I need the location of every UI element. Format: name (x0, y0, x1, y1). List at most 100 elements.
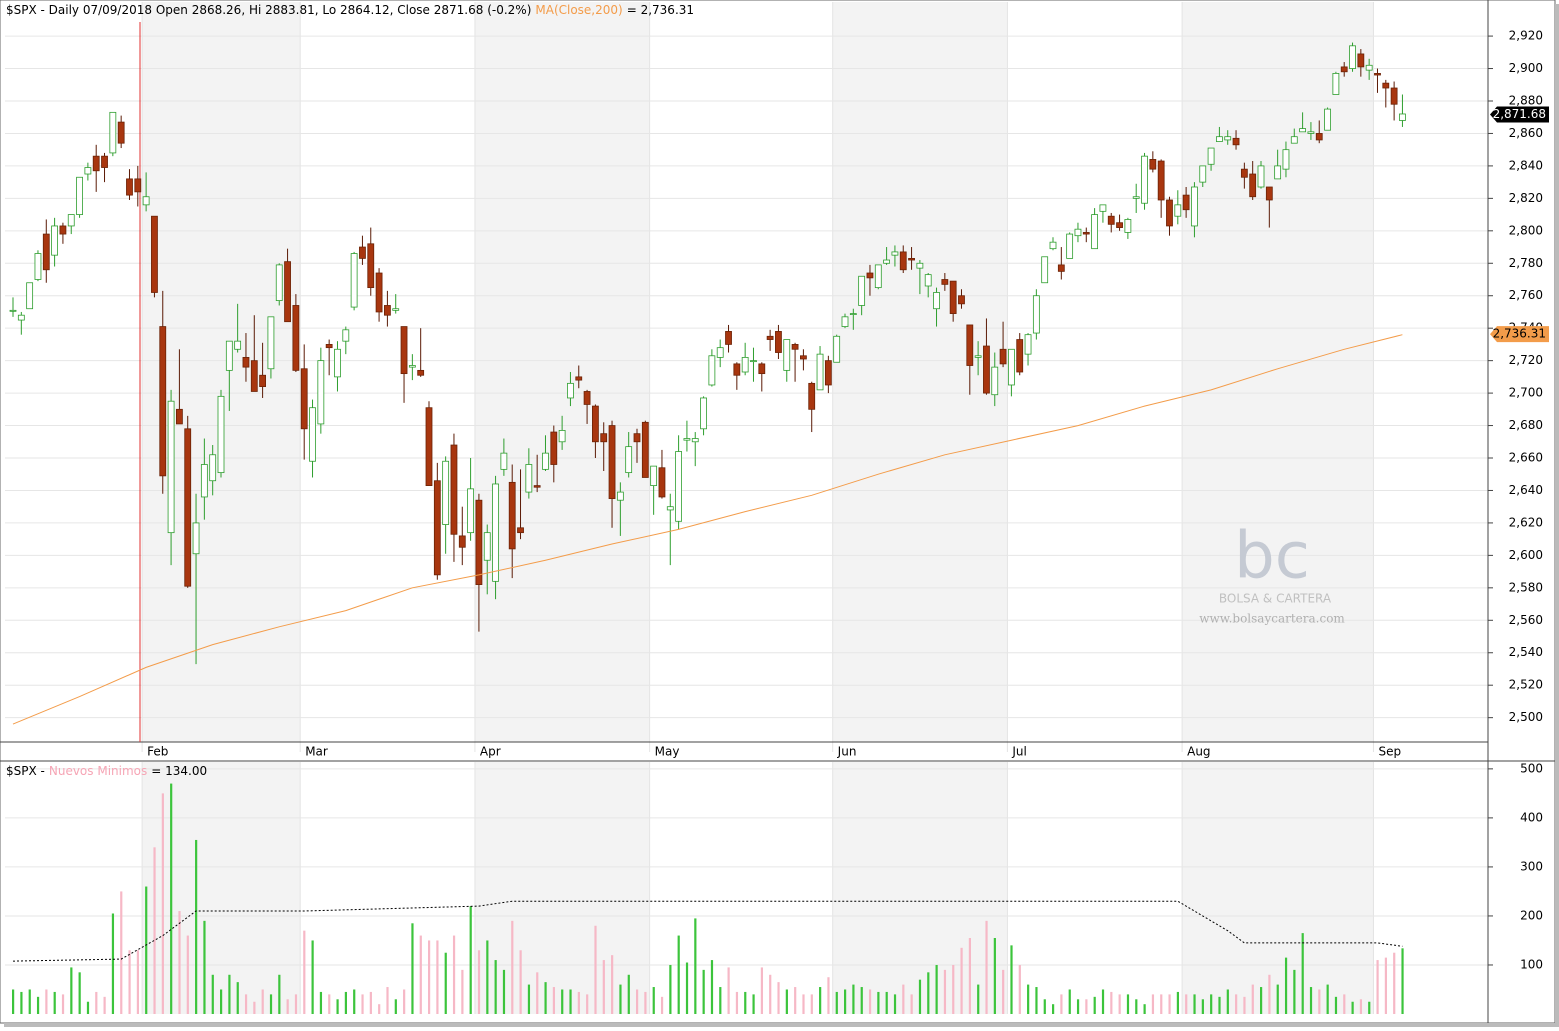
candle-body (849, 313, 857, 315)
candle-body (708, 355, 716, 386)
y-tick-label: 2,800 (1509, 223, 1543, 237)
month-shade (832, 762, 1008, 1014)
candle-body (1382, 82, 1390, 89)
candle-body (592, 405, 599, 443)
bar (794, 987, 797, 1014)
candle-body (874, 264, 882, 289)
bar (311, 940, 314, 1014)
bar (960, 947, 963, 1014)
bar (269, 994, 273, 1014)
bar (286, 999, 289, 1014)
candle-body (1274, 165, 1282, 180)
bar (28, 989, 31, 1014)
bar (744, 991, 747, 1014)
candle-body (924, 274, 932, 287)
bar (893, 994, 897, 1014)
bar (253, 1001, 256, 1014)
candle-body (733, 363, 741, 376)
candle-body (34, 253, 42, 280)
bar (694, 918, 697, 1014)
candle-body (883, 259, 890, 264)
candle-body (209, 454, 217, 482)
bar (386, 987, 389, 1014)
candle-body (417, 369, 425, 376)
watermark-logo: bc (1234, 520, 1310, 594)
candle-body (683, 438, 691, 441)
bar (544, 982, 547, 1014)
candle-body (433, 480, 441, 576)
bar (1168, 994, 1171, 1014)
candle-body (1032, 295, 1040, 334)
bar (952, 964, 955, 1014)
bar (561, 989, 564, 1014)
bar (844, 989, 847, 1014)
candle-body (899, 251, 907, 271)
candle-body (1057, 264, 1065, 272)
y-tick-label: 200 (1520, 908, 1543, 922)
bar (1118, 994, 1121, 1014)
candle-body (1307, 131, 1315, 134)
candle-body (51, 225, 58, 256)
bar (378, 1004, 381, 1014)
candle-body (359, 246, 366, 259)
x-tick-label: May (655, 745, 680, 759)
candle-body (1340, 66, 1348, 73)
bar (1210, 994, 1213, 1014)
candle-body (641, 421, 649, 478)
candle-body (991, 366, 999, 396)
bar (1293, 969, 1296, 1014)
panel-header: $SPX - Nuevos Minimos = 134.00 (6, 764, 207, 778)
candle-body (317, 360, 325, 425)
candle-body (949, 280, 957, 314)
y-tick-label: 400 (1520, 810, 1543, 824)
candle-body (933, 292, 940, 310)
candle-body (691, 438, 699, 443)
bar (1260, 987, 1263, 1014)
candle-body (250, 360, 258, 392)
bar (1010, 945, 1013, 1014)
candle-body (750, 360, 757, 363)
candle-body (858, 275, 866, 306)
ma-value: = 2,736.31 (627, 3, 694, 17)
candle-body (1149, 159, 1157, 170)
candle-body (234, 340, 242, 350)
candle-body (1041, 256, 1049, 284)
candle-body (225, 340, 233, 371)
candle-body (575, 376, 583, 381)
bar (294, 994, 298, 1014)
candle-body (833, 335, 841, 363)
y-tick-label: 2,640 (1509, 483, 1543, 497)
price-marker (1490, 326, 1549, 343)
candle-body (1174, 204, 1182, 217)
bar (577, 991, 580, 1014)
bar (777, 982, 780, 1014)
bar (436, 940, 439, 1014)
bar (502, 969, 506, 1014)
candle-body (375, 272, 383, 313)
bar (910, 994, 913, 1014)
bar (569, 989, 572, 1014)
candle-body (475, 499, 483, 585)
candle-body (558, 430, 566, 443)
month-shade (832, 2, 1008, 742)
candle-body (1049, 241, 1057, 250)
candle-body (167, 400, 175, 534)
bar (860, 987, 863, 1014)
bar (452, 935, 456, 1014)
bar (486, 940, 489, 1014)
candle-body (550, 431, 558, 465)
candle-body (974, 355, 982, 358)
bar (95, 991, 98, 1014)
candle-body (1390, 87, 1398, 105)
bar (985, 920, 988, 1014)
candle-body (866, 272, 874, 279)
bar (868, 989, 872, 1014)
bar (469, 906, 472, 1014)
candle-body (217, 395, 225, 474)
month-shade (1182, 2, 1374, 742)
candle-body (151, 215, 158, 293)
bar (527, 984, 531, 1014)
candle-body (650, 465, 658, 486)
bar (1201, 999, 1204, 1014)
